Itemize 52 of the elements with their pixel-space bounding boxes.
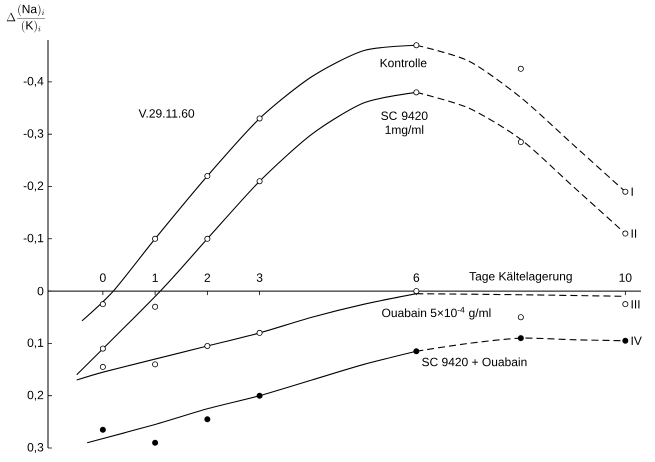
point [152, 236, 158, 242]
x-tick-label: 1 [152, 274, 158, 282]
point [518, 314, 524, 320]
x-axis-title: Tage Kältelagerung [469, 272, 572, 283]
annotation: V.29.11.60 [138, 109, 194, 118]
point [622, 188, 628, 195]
point [256, 330, 263, 336]
y-tick-label: 0,1 [28, 338, 44, 348]
point [622, 301, 628, 308]
point [622, 230, 628, 237]
point [204, 236, 210, 242]
series-label: SC 9420 1mg/ml [381, 112, 428, 136]
series-label: Ouabain 5×10$^{-4}$ g/ml [382, 306, 490, 320]
series-label: I [632, 188, 633, 196]
y-tick-label: -0,4 [24, 76, 44, 87]
point [413, 348, 420, 354]
y-tick-label: -0,1 [24, 234, 44, 244]
x-tick-label: 3 [256, 273, 262, 282]
point [413, 42, 420, 48]
point [256, 178, 263, 184]
point [204, 343, 210, 350]
x-tick-label: 10 [620, 273, 632, 282]
series-label: Kontrolle [380, 58, 426, 68]
y-tick-label: -0,3 [24, 129, 44, 140]
x-tick-label: 0 [100, 273, 106, 282]
point [152, 304, 158, 310]
x-tick-label: 6 [414, 273, 420, 282]
point [100, 364, 106, 370]
series-label: IV [632, 336, 642, 345]
point [204, 416, 210, 422]
point [100, 426, 106, 433]
y-tick-label: -0,2 [24, 182, 44, 192]
series-label: III [632, 300, 640, 308]
point [413, 89, 420, 96]
point [100, 346, 106, 352]
y-tick-label: 0 [38, 286, 44, 296]
series-label: II [632, 229, 636, 238]
point [100, 301, 106, 308]
point [518, 66, 524, 72]
point [518, 335, 524, 342]
x-tick-label: 2 [204, 274, 210, 282]
point [204, 173, 210, 180]
point [256, 392, 263, 399]
point [622, 338, 628, 344]
y-axis-title: $\Delta\frac{(\mathrm{Na})_i}{(\mathrm{K})_i}$ [6, 4, 45, 32]
y-tick-label: 0,3 [28, 443, 44, 453]
point [256, 115, 263, 122]
y-tick-label: 0,2 [28, 390, 44, 401]
series-label: SC 9420 + Ouabain [422, 357, 526, 366]
point [152, 440, 158, 446]
point [152, 361, 158, 368]
point [518, 139, 524, 146]
